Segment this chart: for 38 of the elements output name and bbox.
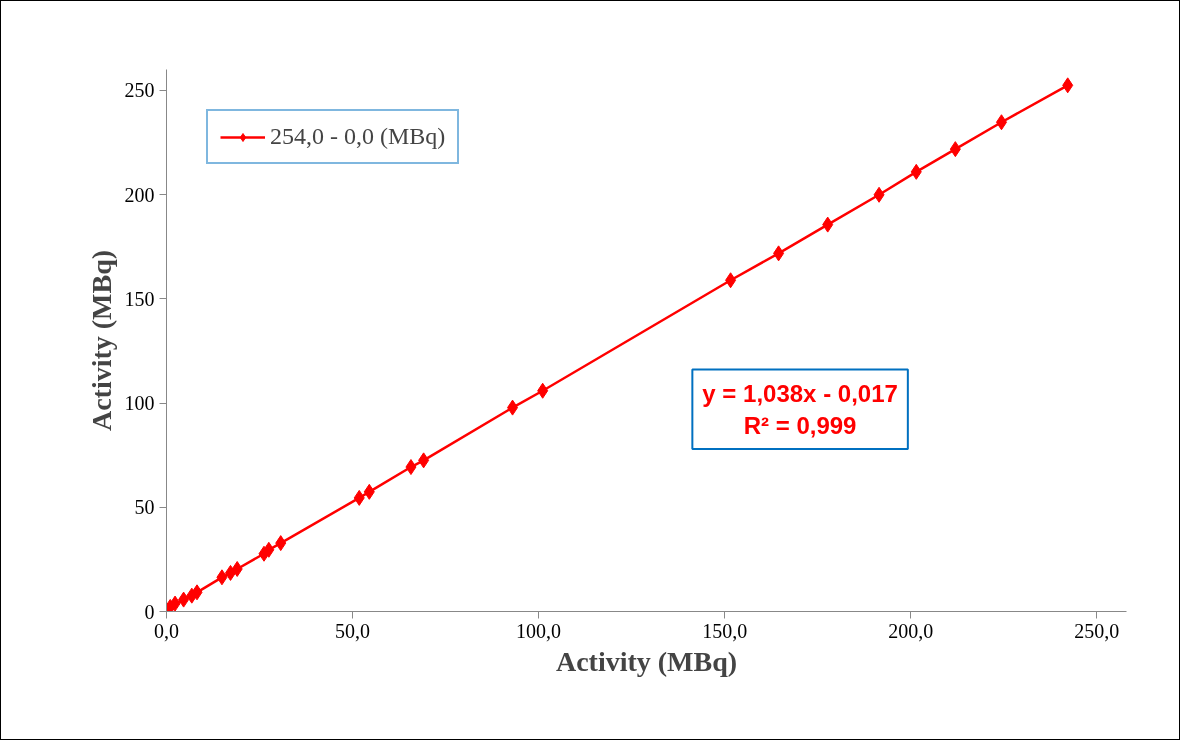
point: [231, 560, 243, 577]
point: [725, 272, 737, 289]
x-tick-label: 100,0: [516, 619, 562, 642]
point: [822, 216, 834, 233]
y-tick-label: 250: [124, 79, 155, 102]
point: [178, 591, 190, 608]
point: [216, 569, 228, 586]
y-tick-label: 50: [134, 496, 155, 519]
annotation: R² = 0,999: [743, 411, 857, 439]
x-tick-label: 0,0: [154, 619, 179, 642]
point: [773, 245, 785, 262]
y-tick-label: 0: [144, 600, 155, 623]
point: [995, 114, 1007, 131]
point: [363, 483, 375, 500]
x-tick-label: 200,0: [888, 619, 934, 642]
point: [275, 535, 287, 552]
point: [169, 595, 181, 612]
y-tick-label: 100: [124, 392, 155, 415]
y-tick-label: 200: [124, 183, 155, 206]
point: [949, 141, 961, 158]
legend-label: 254,0 - 0,0 (MBq): [270, 123, 446, 150]
point: [1062, 77, 1074, 94]
x-tick-label: 150,0: [702, 619, 748, 642]
point: [353, 489, 365, 506]
annotation: y = 1,038x - 0,017: [702, 379, 898, 407]
point: [507, 399, 519, 416]
x-axis-title: Activity (MBq): [555, 645, 738, 677]
y-axis-title: Activity (MBq): [85, 249, 117, 432]
point: [263, 541, 275, 558]
y-tick-label: 150: [124, 287, 155, 310]
x-tick-label: 50,0: [335, 619, 371, 642]
point: [910, 163, 922, 180]
point: [405, 459, 417, 476]
x-tick-label: 250,0: [1074, 619, 1120, 642]
point: [873, 186, 885, 203]
point: [537, 382, 549, 399]
point: [418, 452, 430, 469]
point: [191, 584, 203, 601]
